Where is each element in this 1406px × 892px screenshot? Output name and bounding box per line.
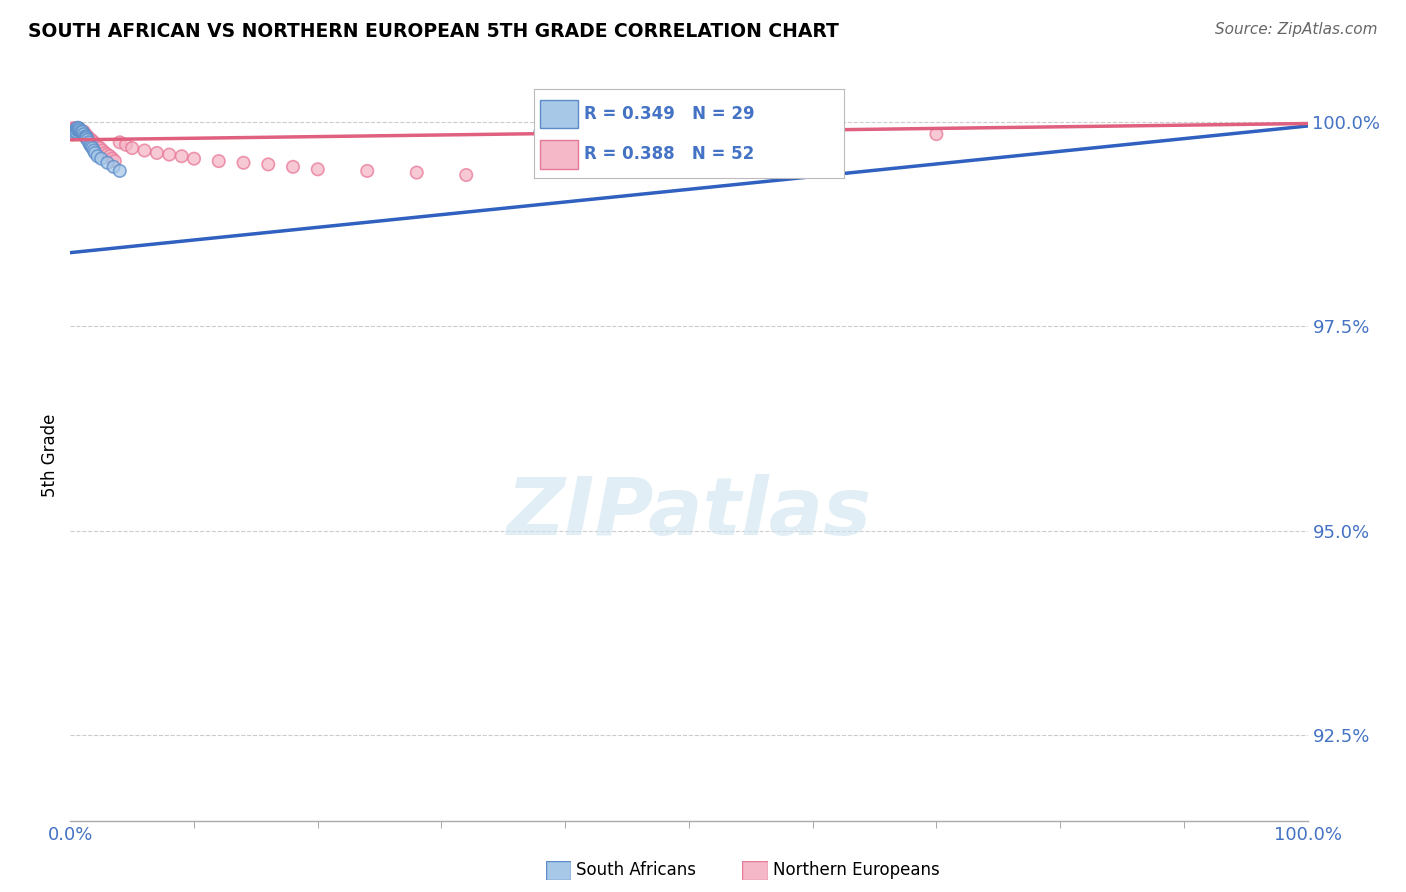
Point [86,139,108,153]
Point [75,129,97,144]
FancyBboxPatch shape [540,100,578,128]
Point [104,154,127,169]
Point [69,125,91,139]
Point [94,145,117,160]
Point [208,154,231,169]
Point [70,125,93,139]
Point [86,149,108,163]
Point [67,121,90,136]
Text: Source: ZipAtlas.com: Source: ZipAtlas.com [1215,22,1378,37]
Point [405,165,427,179]
Point [75,127,97,141]
Text: R = 0.388   N = 52: R = 0.388 N = 52 [583,145,754,163]
Point [77,136,100,150]
Point [146,145,169,160]
Point [121,141,143,155]
Point [232,155,254,169]
Point [79,137,101,152]
Point [76,129,98,144]
Point [67,123,90,137]
Point [83,136,105,150]
Point [72,125,94,139]
Point [554,131,576,145]
Point [63,121,86,136]
Point [90,152,112,166]
Point [108,136,131,150]
Point [65,121,87,136]
Point [70,125,93,139]
Point [66,121,89,136]
Point [183,152,205,166]
Point [80,133,103,147]
Point [65,125,87,139]
Point [307,162,329,177]
Point [63,123,86,137]
Point [73,127,96,141]
Point [67,123,90,137]
Point [84,137,107,152]
Text: South Africans: South Africans [576,861,696,879]
Point [72,127,94,141]
Point [281,160,304,174]
Text: ZIPatlas: ZIPatlas [506,475,872,552]
Y-axis label: 5th Grade: 5th Grade [41,413,59,497]
Point [65,123,87,137]
Point [66,123,89,137]
Point [925,127,948,141]
Point [72,127,94,141]
Point [76,133,98,147]
Point [108,164,131,178]
Point [91,144,114,158]
Point [115,137,138,152]
Point [79,133,101,147]
Point [62,121,84,136]
Point [101,152,124,166]
Point [69,123,91,137]
Point [529,125,551,139]
Text: R = 0.349   N = 29: R = 0.349 N = 29 [583,105,755,123]
Point [82,136,104,150]
Point [80,139,103,153]
Point [134,144,156,158]
Point [73,127,96,141]
Text: SOUTH AFRICAN VS NORTHERN EUROPEAN 5TH GRADE CORRELATION CHART: SOUTH AFRICAN VS NORTHERN EUROPEAN 5TH G… [28,22,839,41]
Point [84,145,107,160]
Point [65,123,87,137]
Point [356,164,378,178]
Point [82,141,104,155]
Point [456,168,478,182]
Point [96,147,118,161]
Point [72,125,94,139]
Point [65,121,87,136]
Point [75,128,97,143]
Point [69,123,91,137]
Point [83,144,105,158]
Point [257,157,280,171]
Point [98,149,121,163]
Point [73,125,96,139]
Point [89,141,111,155]
Point [103,160,125,174]
Point [170,149,193,163]
Point [66,123,89,137]
Point [157,147,180,161]
Point [63,125,86,139]
Text: Northern Europeans: Northern Europeans [773,861,941,879]
Point [77,131,100,145]
Point [96,155,118,169]
Point [75,129,97,144]
Point [65,123,87,137]
Point [67,121,90,136]
FancyBboxPatch shape [540,140,578,169]
Point [75,131,97,145]
Point [62,127,84,141]
